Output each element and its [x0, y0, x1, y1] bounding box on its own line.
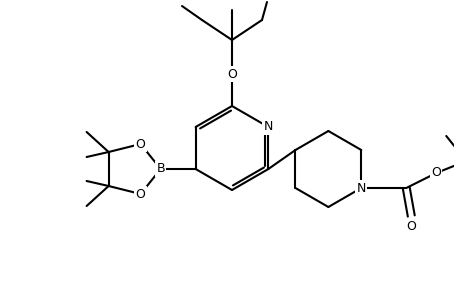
Text: N: N — [264, 121, 273, 133]
Text: B: B — [156, 163, 165, 175]
Text: O: O — [136, 187, 146, 201]
Text: N: N — [356, 182, 366, 194]
Text: O: O — [431, 166, 441, 180]
Text: O: O — [227, 67, 237, 81]
Text: O: O — [136, 138, 146, 150]
Text: O: O — [406, 220, 416, 232]
